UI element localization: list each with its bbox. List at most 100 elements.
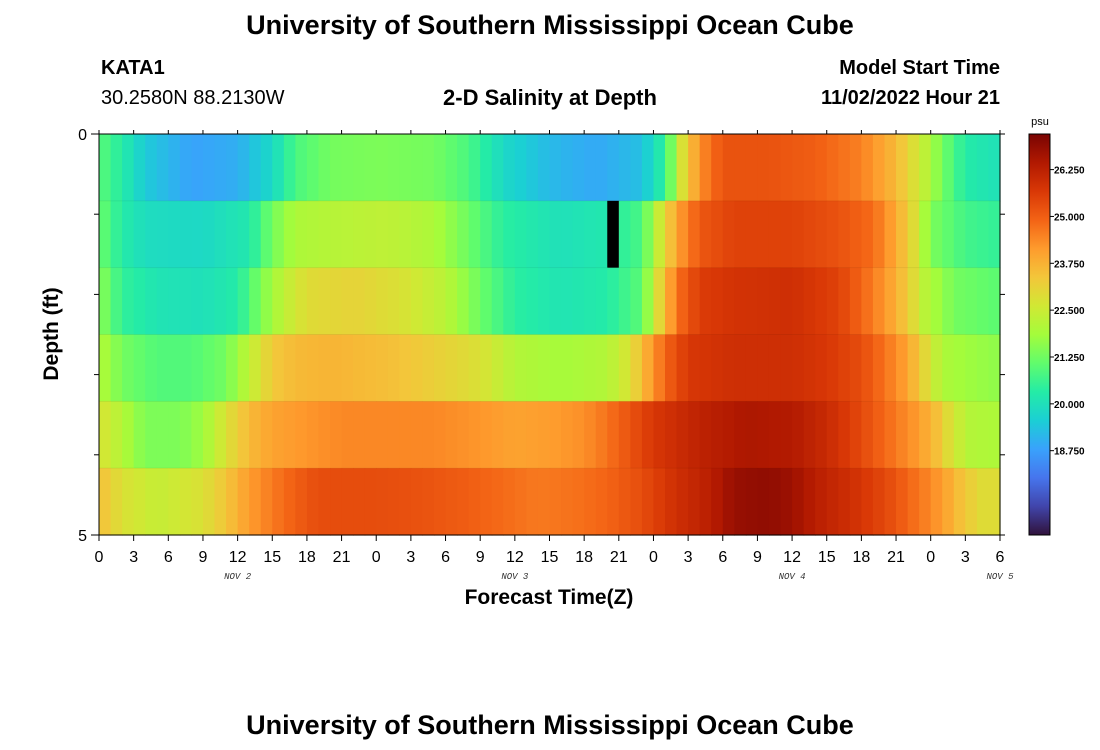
- heatmap-cell: [896, 267, 909, 336]
- heatmap-cell: [491, 468, 504, 536]
- heatmap-cell: [491, 401, 504, 469]
- heatmap-cell: [503, 134, 516, 202]
- heatmap-cell: [919, 401, 932, 469]
- heatmap-cell: [376, 334, 389, 402]
- heatmap-cell: [99, 267, 112, 336]
- heatmap-cell: [422, 134, 435, 202]
- heatmap-cell: [422, 401, 435, 469]
- heatmap-cell: [965, 334, 978, 402]
- heatmap-cell: [896, 401, 909, 469]
- heatmap-cell: [930, 334, 943, 402]
- heatmap-cell: [768, 468, 782, 536]
- colorbar-tick-label: 23.750: [1054, 259, 1085, 270]
- heatmap-cell: [491, 134, 504, 202]
- colorbar-ticks: 26.250 25.000 23.750 22.500 21.250 20.000 18.7…: [1050, 166, 1085, 458]
- heatmap-cell: [838, 200, 851, 269]
- heatmap-cell: [445, 200, 458, 269]
- heatmap-cell: [468, 401, 481, 469]
- heatmap-cell: [792, 200, 805, 269]
- heatmap-cell: [318, 267, 331, 336]
- heatmap-cell: [399, 134, 412, 202]
- heatmap-cell: [145, 200, 158, 269]
- heatmap-cell: [214, 267, 227, 336]
- heatmap-cell: [272, 401, 285, 469]
- heatmap-cell: [595, 267, 608, 336]
- heatmap-cell: [861, 200, 874, 269]
- heatmap-cell: [306, 267, 320, 336]
- heatmap-cell: [884, 267, 897, 336]
- heatmap-cell: [226, 468, 239, 536]
- heatmap-cell: [872, 134, 886, 202]
- heatmap-cell: [757, 134, 770, 202]
- heatmap-cell: [341, 468, 354, 536]
- heatmap-cell: [884, 134, 897, 202]
- heatmap-cell: [942, 401, 955, 469]
- x-tick-label: 3: [406, 549, 415, 566]
- heatmap-cell: [480, 468, 493, 536]
- x-tick-label: 21: [333, 549, 351, 566]
- heatmap-cell: [237, 200, 250, 269]
- heatmap-cell: [607, 267, 620, 336]
- x-tick-label: 6: [441, 549, 450, 566]
- heatmap-cell: [168, 334, 181, 402]
- heatmap-cell: [237, 401, 250, 469]
- heatmap-cell: [214, 134, 227, 202]
- heatmap-cell: [630, 468, 643, 536]
- heatmap-cell: [734, 334, 747, 402]
- heatmap-cell: [641, 334, 655, 402]
- heatmap-cell: [202, 401, 216, 469]
- heatmap-cell: [503, 334, 516, 402]
- heatmap-cell: [433, 468, 447, 536]
- heatmap-cell: [191, 267, 204, 336]
- heatmap-cell: [549, 401, 562, 469]
- heatmap-cell: [803, 401, 816, 469]
- heatmap-cell: [699, 200, 712, 269]
- heatmap-cell: [745, 200, 759, 269]
- heatmap-cell: [433, 401, 447, 469]
- heatmap-cell: [872, 468, 886, 536]
- heatmap-cell: [849, 134, 862, 202]
- heatmap-cell: [445, 401, 458, 469]
- heatmap-cell: [503, 468, 516, 536]
- x-tick-label: 12: [506, 549, 524, 566]
- x-tick-label: 18: [575, 549, 593, 566]
- heatmap-cell: [722, 401, 735, 469]
- heatmap-cell: [768, 267, 782, 336]
- heatmap-cell: [514, 134, 527, 202]
- heatmap-cell: [122, 334, 135, 402]
- heatmap-cell: [376, 134, 389, 202]
- x-tick-label: 21: [887, 549, 905, 566]
- heatmap-cell: [722, 468, 735, 536]
- heatmap-cell: [133, 134, 146, 202]
- heatmap-cell: [930, 468, 943, 536]
- heatmap-cell: [249, 267, 262, 336]
- heatmap-cell: [630, 334, 643, 402]
- heatmap-cell: [584, 134, 597, 202]
- heatmap-cell: [584, 267, 597, 336]
- heatmap-cell: [688, 267, 701, 336]
- heatmap-cell: [815, 334, 828, 402]
- heatmap-cell: [272, 468, 285, 536]
- heatmap-cell: [838, 468, 851, 536]
- heatmap-cell: [237, 267, 250, 336]
- heatmap-cell: [122, 401, 135, 469]
- heatmap-cell: [872, 267, 886, 336]
- heatmap-cell: [491, 200, 504, 269]
- heatmap-cell: [433, 200, 447, 269]
- heatmap-cell: [768, 334, 782, 402]
- heatmap-cell: [711, 267, 724, 336]
- x-tick-label: 6: [164, 549, 173, 566]
- heatmap-cell: [757, 468, 770, 536]
- colorbar-tick-label: 20.000: [1054, 400, 1085, 411]
- heatmap-cell: [884, 468, 897, 536]
- heatmap-cell: [145, 267, 158, 336]
- heatmap-cell: [792, 134, 805, 202]
- heatmap-cell: [283, 200, 296, 269]
- heatmap-cell: [896, 134, 909, 202]
- heatmap-cell: [318, 468, 331, 536]
- heatmap-cell: [526, 401, 539, 469]
- heatmap-cell: [376, 267, 389, 336]
- heatmap-cell: [376, 468, 389, 536]
- heatmap-cell: [364, 134, 377, 202]
- heatmap-cell: [133, 401, 146, 469]
